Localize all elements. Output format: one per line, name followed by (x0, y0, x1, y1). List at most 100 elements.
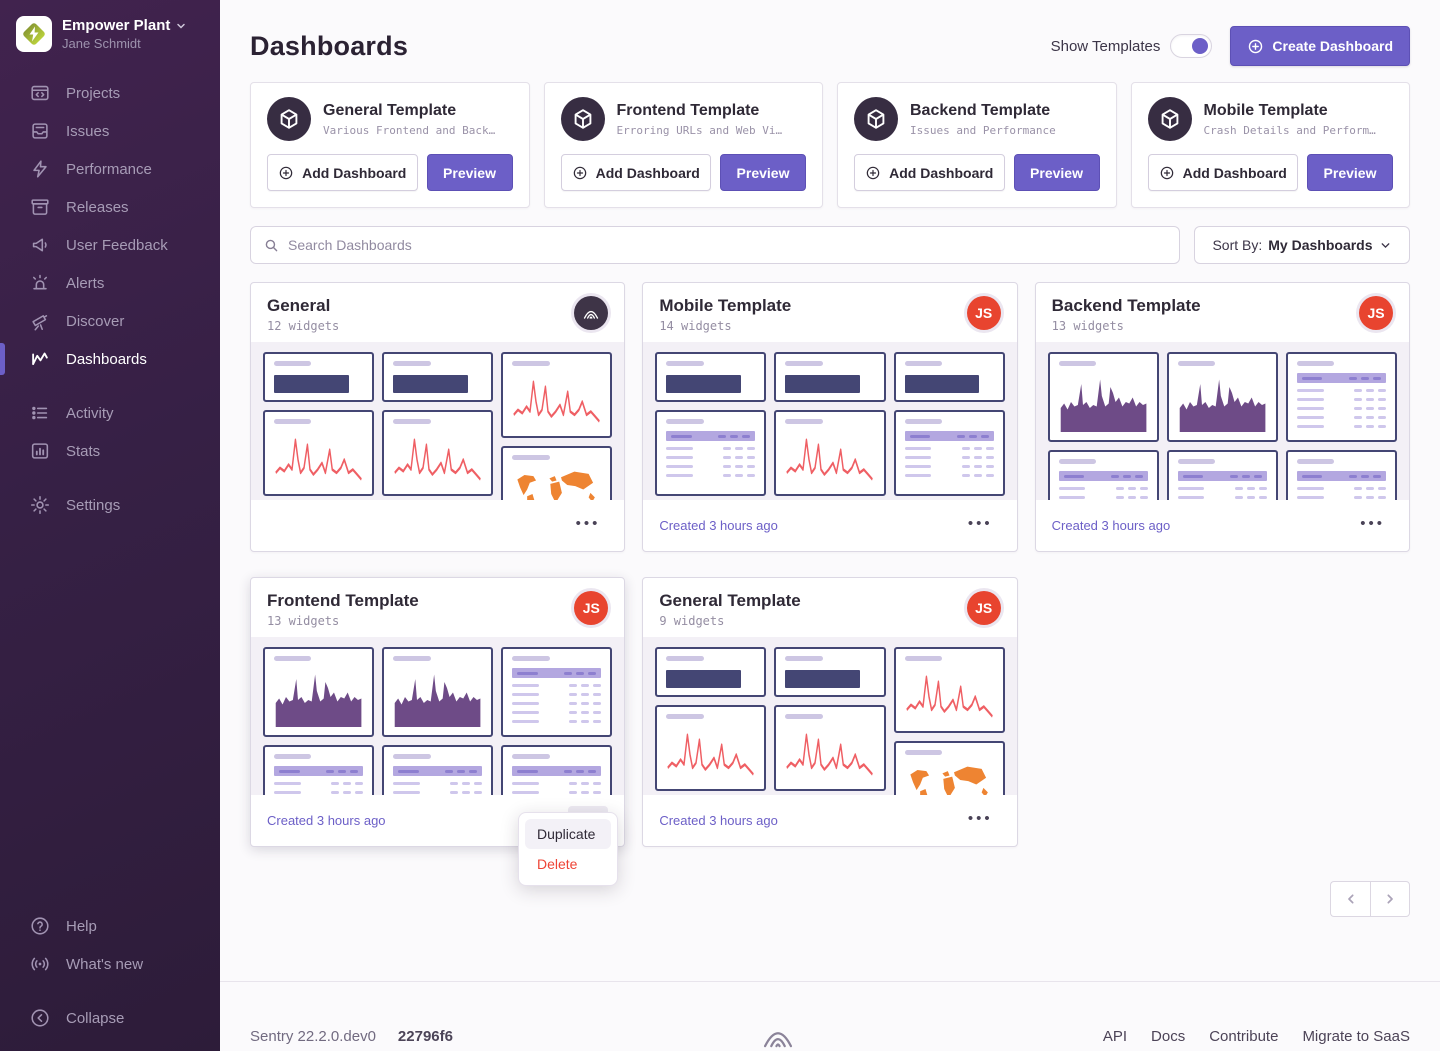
footer-link-migrate-to-saas[interactable]: Migrate to SaaS (1302, 1027, 1410, 1045)
sidebar-item-issues[interactable]: Issues (0, 112, 220, 150)
sidebar-item-stats[interactable]: Stats (0, 432, 220, 470)
footer-links: API Docs Contribute Migrate to SaaS (1103, 1028, 1410, 1045)
pagination-prev-button[interactable] (1330, 881, 1370, 917)
mini-widget-table (1285, 352, 1397, 442)
dashboard-title: General Template (659, 591, 801, 610)
area-chart-icon (275, 674, 362, 727)
menu-item-delete[interactable]: Delete (537, 856, 578, 872)
preview-button[interactable]: Preview (426, 154, 513, 191)
add-dashboard-button[interactable]: Add Dashboard (560, 154, 711, 191)
pagination (250, 881, 1410, 917)
dashboard-card-general[interactable]: General 12 widgets ••• (250, 282, 626, 552)
sidebar-item-releases[interactable]: Releases (0, 188, 220, 226)
menu-item-duplicate[interactable]: Duplicate (525, 819, 611, 849)
dashboard-title: General (267, 296, 331, 315)
dashboard-widget-count: 12 widgets (267, 319, 340, 333)
preview-button[interactable]: Preview (1307, 154, 1393, 191)
cube-icon (574, 109, 591, 129)
alerts-icon (28, 271, 52, 295)
sidebar-item-projects[interactable]: Projects (0, 74, 220, 112)
add-dashboard-button[interactable]: Add Dashboard (1147, 154, 1298, 191)
dashboard-widget-count: 14 widgets (659, 319, 732, 333)
plus-circle-icon (1249, 39, 1263, 53)
dashboard-preview (251, 342, 625, 500)
user-feedback-icon (28, 233, 52, 257)
area-chart-icon (394, 674, 481, 727)
sidebar-item-activity[interactable]: Activity (0, 394, 220, 432)
sidebar-footer-nav: Help What's new Collapse (0, 907, 220, 1037)
collapse-icon (28, 1006, 52, 1030)
show-templates-toggle[interactable] (1170, 34, 1213, 58)
dashboard-more-button[interactable]: ••• (967, 810, 993, 827)
mini-widget-big-number (263, 352, 375, 402)
sidebar-item-help[interactable]: Help (0, 907, 220, 945)
template-card-frontend-template: Frontend Template Erroring URLs and Web … (543, 82, 823, 208)
app-footer: Sentry 22.2.0.dev0 22796f6 API Docs Contri… (220, 981, 1440, 1051)
dashboard-created-text: Created 3 hours ago (1051, 518, 1171, 533)
sidebar-item-collapse[interactable]: Collapse (0, 999, 220, 1037)
dashboard-more-button[interactable]: ••• (575, 515, 601, 532)
footer-link-docs[interactable]: Docs (1151, 1027, 1186, 1045)
user-name: Jane Schmidt (62, 35, 141, 51)
chevron-left-icon (1347, 894, 1354, 904)
dashboard-more-button[interactable]: ••• (1360, 515, 1385, 532)
dashboard-card-backend-template[interactable]: Backend Template 13 widgets JS Created 3… (1034, 282, 1410, 552)
org-logo-icon (23, 23, 45, 45)
sidebar-item-discover[interactable]: Discover (0, 302, 220, 340)
footer-version: Sentry 22.2.0.dev0 (250, 1027, 376, 1045)
add-dashboard-button[interactable]: Add Dashboard (854, 154, 1005, 191)
sidebar-item-user-feedback[interactable]: User Feedback (0, 226, 220, 264)
footer-link-contribute[interactable]: Contribute (1209, 1027, 1279, 1045)
template-description: Erroring URLs and Web Vi… (616, 123, 783, 137)
create-dashboard-button[interactable]: Create Dashboard (1230, 26, 1410, 66)
sidebar-item-performance[interactable]: Performance (0, 150, 220, 188)
dashboard-avatar: JS (1359, 296, 1393, 330)
line-chart-icon (786, 733, 874, 776)
plus-circle-icon (279, 166, 293, 179)
sidebar-item-settings[interactable]: Settings (0, 486, 220, 524)
sidebar-item-alerts[interactable]: Alerts (0, 264, 220, 302)
dashboard-card-frontend-template[interactable]: Frontend Template 13 widgets JS Created … (250, 577, 626, 847)
dashboard-title: Mobile Template (659, 296, 792, 315)
dashboard-more-button[interactable]: ••• (967, 515, 993, 532)
mini-widget-big-number (893, 352, 1005, 402)
template-card-backend-template: Backend Template Issues and Performance … (837, 82, 1117, 208)
show-templates-label: Show Templates (1050, 37, 1161, 55)
template-card-general-template: General Template Various Frontend and Ba… (250, 82, 530, 208)
template-description: Crash Details and Perform… (1203, 123, 1376, 137)
template-row: General Template Various Frontend and Ba… (250, 82, 1410, 208)
mini-widget-line-chart (774, 410, 886, 496)
org-switcher[interactable]: Empower Plant Jane Schmidt (0, 16, 220, 52)
org-logo (16, 16, 52, 52)
pagination-next-button[interactable] (1370, 881, 1410, 917)
mini-widget-big-number (382, 352, 494, 402)
search-input[interactable] (288, 237, 1167, 253)
cube-icon (280, 109, 298, 129)
plus-circle-icon (573, 166, 586, 179)
mini-widget-line-chart (263, 410, 375, 496)
dashboard-avatar: JS (574, 591, 609, 625)
preview-button[interactable]: Preview (720, 154, 806, 191)
add-dashboard-button[interactable]: Add Dashboard (267, 154, 418, 191)
template-description: Issues and Performance (910, 123, 1056, 137)
mini-widget-line-chart (774, 705, 886, 791)
chevron-right-icon (1387, 894, 1393, 904)
sidebar-item-what-s-new[interactable]: What's new (0, 945, 220, 983)
sidebar-item-dashboards[interactable]: Dashboards (0, 340, 220, 378)
mini-widget-area-chart (1047, 352, 1159, 442)
template-icon (1147, 97, 1192, 141)
dashboard-grid: General 12 widgets ••• Mobile Template 1… (250, 282, 1410, 847)
footer-link-api[interactable]: API (1102, 1027, 1128, 1045)
sort-dropdown[interactable]: Sort By: My Dashboards (1194, 226, 1410, 264)
dashboard-widget-count: 13 widgets (267, 614, 340, 628)
area-chart-icon (1060, 379, 1147, 432)
projects-icon (28, 81, 52, 105)
issues-icon (28, 119, 52, 143)
preview-button[interactable]: Preview (1013, 154, 1100, 191)
plus-circle-icon (866, 166, 880, 179)
mini-widget-table (263, 745, 375, 795)
footer-build: 22796f6 (397, 1027, 453, 1045)
dashboard-card-mobile-template[interactable]: Mobile Template 14 widgets JS Created 3 … (642, 282, 1018, 552)
dashboard-card-general-template[interactable]: General Template 9 widgets JS Created 3 … (642, 577, 1018, 847)
mini-widget-line-chart (893, 647, 1005, 733)
